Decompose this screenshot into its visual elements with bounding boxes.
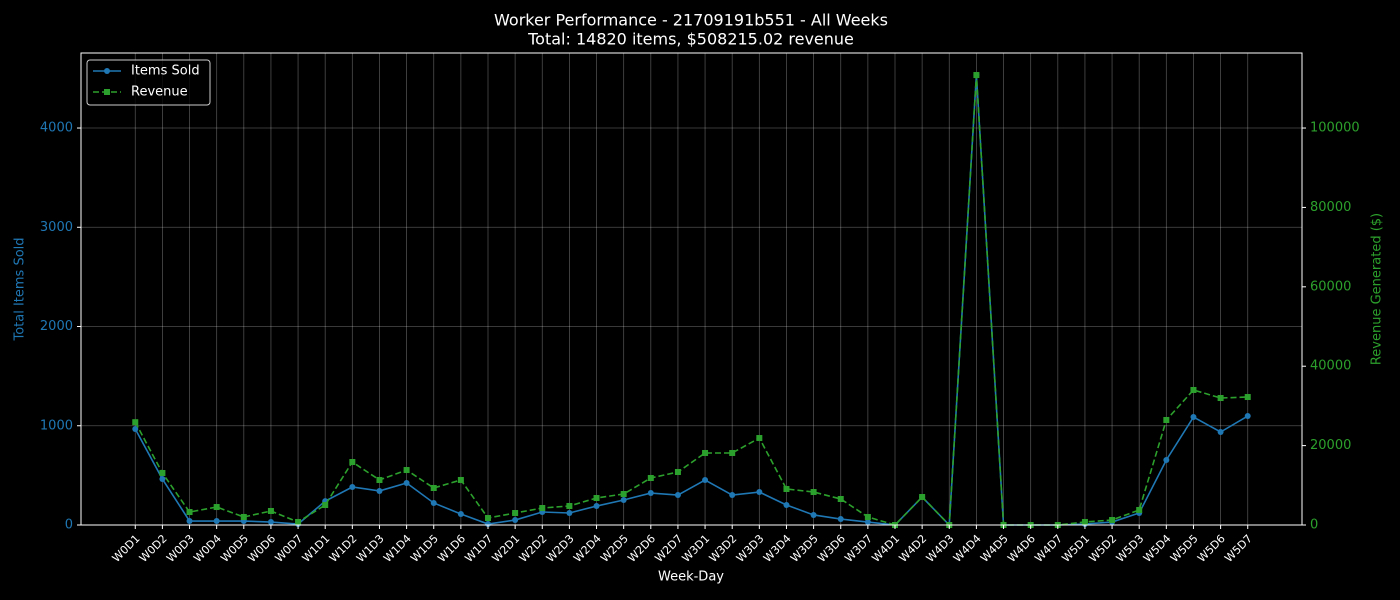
point	[837, 516, 844, 523]
point	[647, 474, 654, 481]
y2-tick-label: 60000	[1310, 279, 1351, 294]
point	[1244, 394, 1251, 401]
point	[702, 477, 709, 484]
point	[1217, 395, 1224, 402]
y-tick-label: 3000	[40, 220, 73, 235]
plot-frame	[80, 52, 1303, 526]
point	[213, 504, 220, 511]
point	[1109, 516, 1116, 523]
point	[783, 501, 790, 508]
point	[485, 515, 491, 522]
point	[756, 489, 763, 496]
point	[132, 426, 139, 433]
point	[240, 513, 247, 520]
y2-tick-label: 80000	[1310, 200, 1351, 215]
point	[620, 496, 627, 503]
y-tick-label: 1000	[40, 418, 73, 433]
grid	[81, 53, 1302, 526]
point	[1190, 386, 1197, 393]
legend-label: Revenue	[131, 85, 188, 100]
point	[349, 483, 356, 490]
y2-tick-label: 0	[1310, 518, 1318, 533]
legend: Items Sold Revenue	[86, 59, 211, 106]
legend-label: Items Sold	[131, 64, 200, 79]
point	[376, 476, 383, 483]
point	[810, 511, 817, 518]
plot	[132, 72, 1251, 528]
point	[1081, 518, 1088, 525]
series-line	[134, 74, 1248, 527]
point	[159, 476, 166, 483]
point	[267, 519, 274, 526]
point	[1163, 417, 1170, 424]
point	[593, 503, 600, 510]
point	[837, 495, 844, 502]
point	[973, 72, 980, 79]
point	[376, 487, 383, 494]
chart-title: Worker Performance - 21709191b551 - All …	[494, 11, 888, 30]
point	[539, 505, 546, 512]
point	[430, 499, 437, 506]
point	[403, 467, 410, 474]
point	[674, 469, 681, 476]
point	[1217, 429, 1224, 436]
y-tick-label: 2000	[40, 319, 73, 334]
y-tick-label: 4000	[40, 121, 73, 136]
y2-axis-label: Revenue Generated ($)	[1370, 213, 1385, 365]
point	[186, 518, 193, 525]
point	[620, 490, 627, 497]
y2-tick-label: 20000	[1310, 438, 1351, 453]
y-axis-label: Total Items Sold	[13, 237, 28, 341]
point	[783, 485, 790, 492]
point	[132, 419, 139, 426]
point	[1163, 456, 1170, 463]
point	[674, 492, 681, 499]
point	[159, 469, 166, 476]
x-axis-label: Week-Day	[658, 570, 724, 585]
point	[322, 501, 329, 508]
point	[702, 449, 709, 456]
point	[1190, 414, 1197, 421]
point	[512, 517, 519, 524]
point	[566, 502, 573, 509]
point	[186, 509, 193, 516]
point	[919, 494, 926, 501]
chart-subtitle: Total: 14820 items, $508215.02 revenue	[527, 30, 854, 49]
point	[267, 507, 274, 514]
point	[1136, 506, 1143, 513]
legend-marker	[104, 89, 110, 95]
legend-marker	[104, 68, 110, 74]
point	[349, 459, 356, 466]
point	[295, 518, 302, 525]
point	[729, 492, 736, 499]
point	[457, 510, 464, 517]
y2-tick-label: 100000	[1310, 121, 1360, 136]
point	[485, 521, 491, 528]
point	[566, 509, 573, 516]
point	[756, 435, 763, 442]
point	[864, 513, 871, 520]
point	[1244, 413, 1251, 420]
point	[457, 476, 464, 483]
point	[430, 485, 437, 492]
point	[864, 519, 871, 526]
point	[512, 510, 519, 517]
point	[810, 489, 817, 496]
y2-tick-label: 40000	[1310, 359, 1351, 374]
point	[593, 495, 600, 502]
y-tick-label: 0	[65, 518, 73, 533]
point	[647, 490, 654, 497]
point	[213, 518, 220, 525]
point	[729, 449, 736, 456]
point	[403, 480, 410, 487]
